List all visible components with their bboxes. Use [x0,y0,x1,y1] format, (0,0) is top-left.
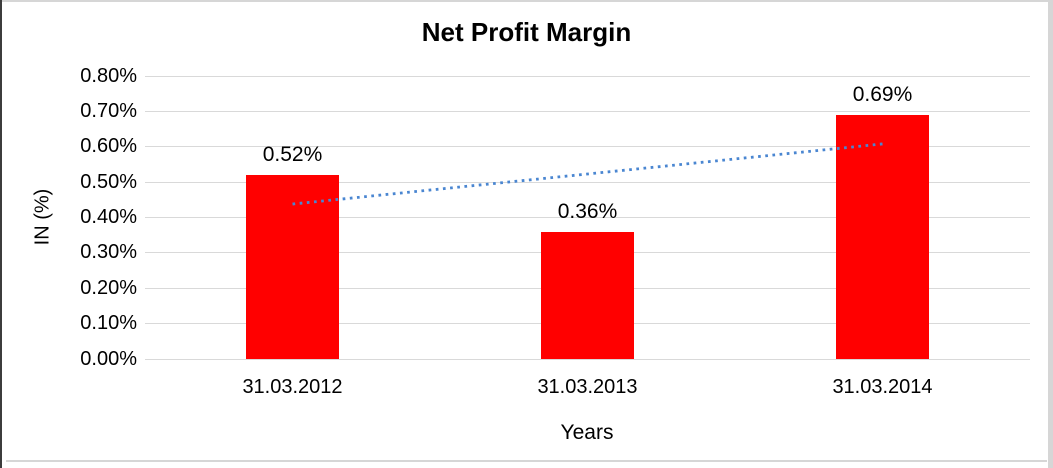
y-tick-label: 0.20% [80,276,137,299]
bar [541,231,634,359]
bar [246,175,339,359]
bar-value-label: 0.36% [557,199,618,223]
bar [836,114,929,359]
x-tick-label: 31.03.2012 [242,376,343,398]
gridline [145,146,1030,148]
y-tick-label: 0.40% [80,206,137,228]
y-tick-label: 0.50% [80,170,137,193]
linear-trendline [292,142,883,206]
gridline [145,217,1030,218]
chart-border-top [0,0,1053,2]
trendline-layer [292,142,883,206]
y-tick-label: 0.80% [80,64,137,87]
x-tick-label: 31.03.2014 [832,376,933,398]
gridline [145,110,1030,112]
gridline [145,75,1030,77]
gridline [145,181,1030,183]
bar-value-label: 0.52% [262,143,323,167]
chart-border-right [1048,0,1053,468]
bar-value-label: 0.69% [852,82,913,106]
chart-border-bottom [6,460,1047,462]
chart-title: Net Profit Margin [421,17,632,47]
y-tick-label: 0.10% [80,312,137,335]
x-axis-title: Years [560,421,614,444]
y-tick-label: 0.60% [80,135,137,158]
chart-border-left [0,0,2,468]
y-tick-label: 0.00% [80,347,137,370]
y-tick-label: 0.30% [80,241,137,264]
x-tick-label: 31.03.2013 [537,376,638,398]
y-tick-label: 0.70% [80,99,137,122]
gridline [145,358,1030,360]
